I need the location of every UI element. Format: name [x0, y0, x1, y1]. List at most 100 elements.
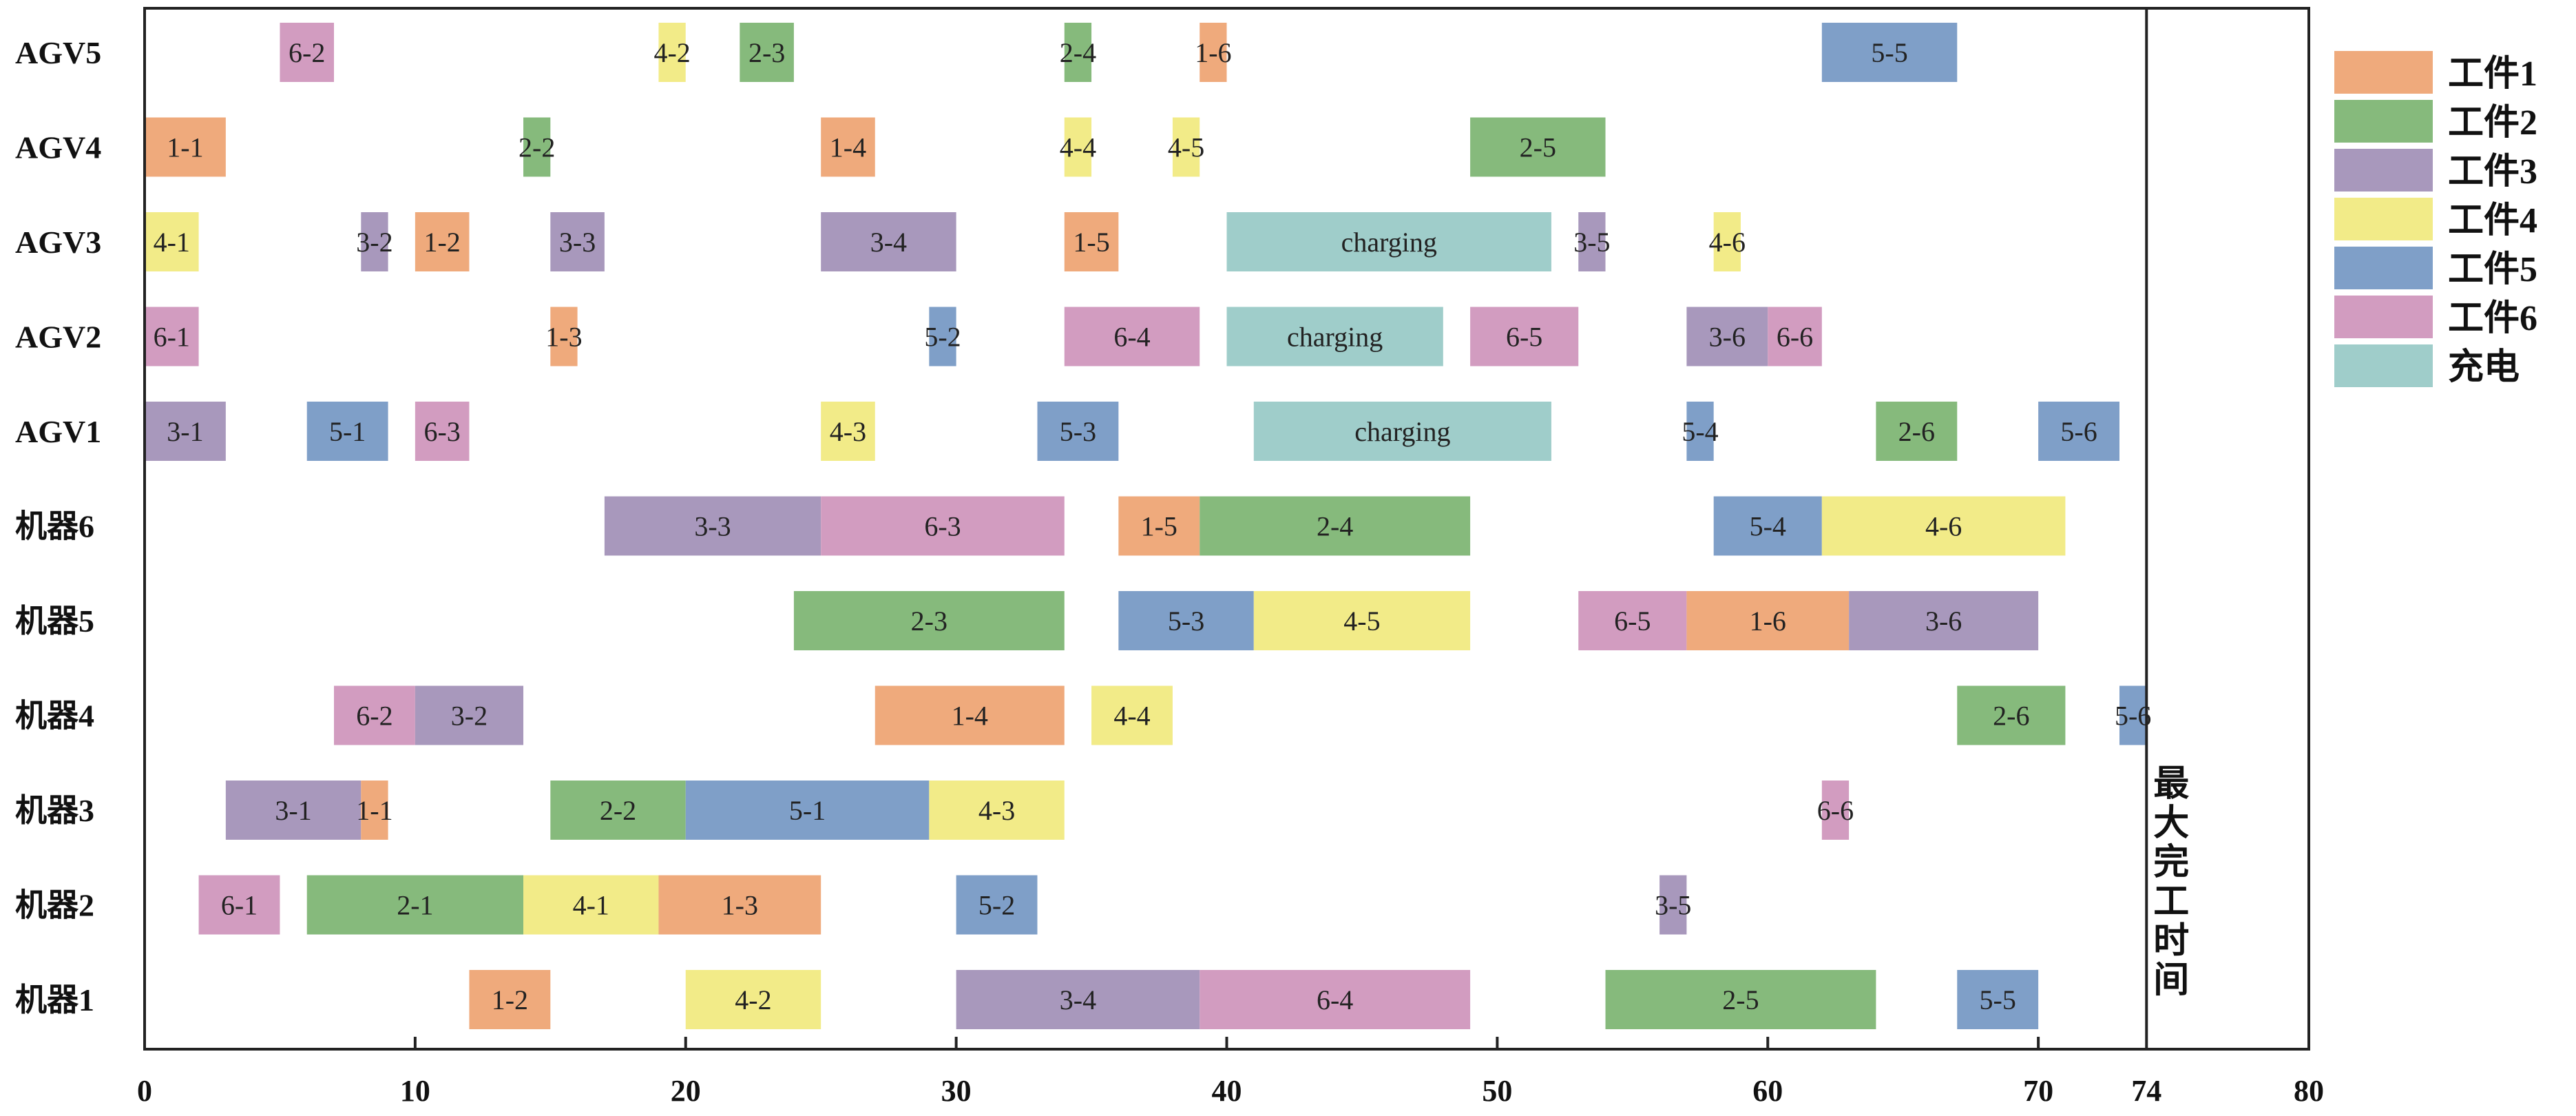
task-bar [306, 402, 388, 461]
task-bar [740, 23, 794, 82]
task-bar [1200, 496, 1471, 556]
bar-label: 1-3 [545, 322, 582, 353]
task-bar [550, 212, 605, 271]
bar-label: 3-5 [1655, 890, 1691, 921]
task-bar [604, 496, 821, 556]
task-bar [225, 781, 362, 840]
task-bar [956, 875, 1038, 935]
x-tick-label: 70 [2023, 1074, 2053, 1108]
legend: 工件1 工件2 工件3 工件4 工件5 工件6 充电 [2334, 51, 2537, 387]
bar-label: 2-2 [600, 795, 636, 826]
x-tick-label: 40 [1212, 1074, 1242, 1108]
bar-label: 4-3 [978, 795, 1015, 826]
task-bar [334, 685, 415, 745]
bar-label: 5-5 [1871, 37, 1907, 68]
bar-label: 1-4 [952, 701, 988, 732]
row-label: AGV3 [15, 225, 101, 260]
task-bar [929, 307, 956, 366]
bar-label: 1-5 [1141, 511, 1177, 542]
bar-label: 6-2 [356, 701, 392, 732]
task-bar [1064, 117, 1092, 177]
task-bar [523, 875, 659, 935]
bar-label: 5-5 [1980, 984, 2016, 1015]
task-bar [1470, 117, 1606, 177]
task-bar [550, 307, 578, 366]
bar-label: charging [1354, 416, 1450, 447]
task-bar [145, 212, 199, 271]
charging-bar [1253, 402, 1551, 461]
makespan-marker: 最大完工时间 [2145, 8, 2189, 1049]
bar-label: 6-4 [1113, 322, 1150, 353]
bar-label: 4-4 [1113, 701, 1150, 732]
task-bar [1821, 496, 2066, 556]
legend-label: 工件5 [2448, 249, 2537, 289]
legend-label: 工件1 [2448, 54, 2537, 94]
task-bar [1957, 970, 2039, 1029]
task-bar [1957, 685, 2066, 745]
task-bar [145, 117, 226, 177]
bar-label: 1-6 [1750, 606, 1786, 637]
bar-label: 3-2 [356, 227, 392, 258]
bar-label: 5-1 [789, 795, 826, 826]
task-bar [685, 781, 930, 840]
task-bar [1470, 307, 1579, 366]
task-bar [821, 496, 1065, 556]
bar-label: 2-2 [519, 132, 555, 163]
bar-label: 3-2 [451, 701, 488, 732]
task-bar [1768, 307, 1822, 366]
task-bar [1064, 307, 1200, 366]
x-tick-label: 50 [1482, 1074, 1512, 1108]
task-bar [1064, 212, 1119, 271]
bar-label: 2-6 [1993, 701, 2029, 732]
task-bar [1037, 402, 1119, 461]
charging-bar [1226, 212, 1551, 271]
task-bar [361, 212, 388, 271]
task-bar [280, 23, 335, 82]
bar-label: 6-1 [154, 322, 190, 353]
legend-swatch [2334, 149, 2433, 192]
bar-label: 2-5 [1722, 984, 1759, 1015]
task-bar [1876, 402, 1958, 461]
legend-swatch [2334, 296, 2433, 338]
task-bar [793, 591, 1065, 650]
task-bar [1064, 23, 1092, 82]
bar-label: 3-6 [1925, 606, 1962, 637]
bar-label: 5-6 [2060, 416, 2097, 447]
bar-label: 3-4 [870, 227, 907, 258]
row-label: 机器1 [15, 982, 94, 1017]
task-bar [1686, 402, 1714, 461]
task-bar [1578, 212, 1606, 271]
task-bar [821, 117, 875, 177]
x-tick-label: 60 [1752, 1074, 1783, 1108]
task-bar [1686, 591, 1850, 650]
task-bar [658, 875, 821, 935]
bar-label: 3-3 [559, 227, 596, 258]
bar-label: 1-1 [167, 132, 203, 163]
row-label: AGV2 [15, 320, 101, 355]
bar-label: 5-4 [1682, 416, 1718, 447]
bar-label: 1-4 [830, 132, 866, 163]
task-bar [306, 875, 524, 935]
task-bar [2119, 685, 2147, 745]
bar-label: 6-3 [924, 511, 961, 542]
bar-label: 2-6 [1898, 416, 1935, 447]
task-bar [145, 402, 226, 461]
task-bar [415, 402, 470, 461]
task-bar [1118, 496, 1200, 556]
row-label: 机器5 [15, 603, 94, 639]
x-tick-label: 74 [2131, 1074, 2161, 1108]
task-bar [523, 117, 551, 177]
bar-label: 2-3 [911, 606, 947, 637]
task-bar [685, 970, 821, 1029]
legend-label: 工件3 [2448, 152, 2537, 192]
task-bar [361, 781, 388, 840]
bar-label: 6-5 [1614, 606, 1651, 637]
task-bar [1713, 496, 1822, 556]
task-bar [929, 781, 1065, 840]
task-bar [550, 781, 686, 840]
task-bar [2038, 402, 2119, 461]
bar-label: 4-5 [1343, 606, 1380, 637]
task-bar [1200, 23, 1227, 82]
task-bar [658, 23, 686, 82]
